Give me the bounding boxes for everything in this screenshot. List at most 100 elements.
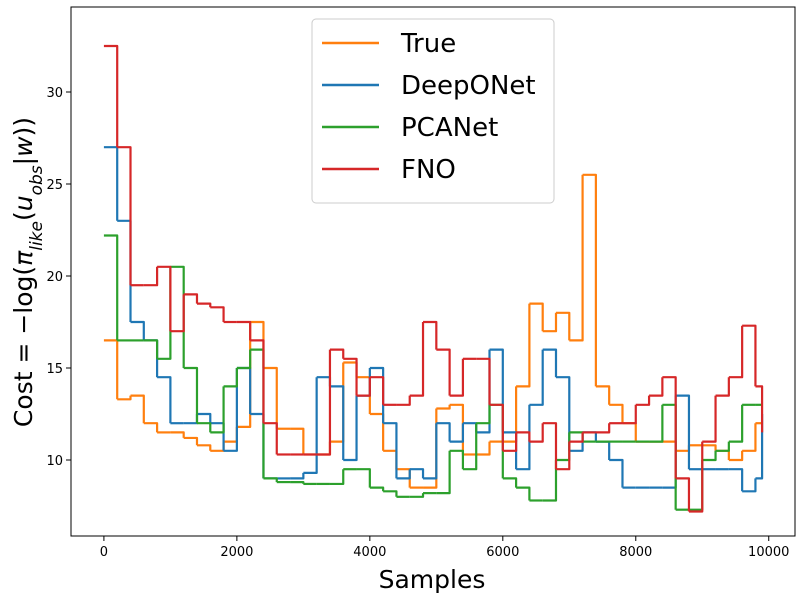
y-label-part: π [9, 250, 38, 266]
y-label-part: ( [9, 211, 38, 221]
series-step [117, 146, 132, 286]
x-tick-label: 6000 [486, 545, 519, 560]
series-step [290, 427, 305, 455]
series-step [449, 423, 465, 443]
series-step [369, 486, 385, 492]
series-step [396, 469, 411, 480]
series-step [595, 385, 611, 405]
series-step [157, 376, 172, 424]
y-label-part: like [27, 221, 47, 251]
series-step [449, 358, 465, 397]
series-step [143, 422, 159, 433]
series-step [675, 477, 691, 512]
series-step [103, 234, 119, 341]
series-step [702, 395, 717, 443]
series-step [476, 357, 491, 405]
series-step [290, 480, 305, 484]
series-step [183, 436, 199, 446]
series-step [542, 460, 558, 502]
y-label-part: )) [9, 117, 38, 137]
y-tick-label: 30 [46, 86, 63, 101]
series-step [675, 394, 691, 470]
series-step [196, 302, 212, 308]
series-step [383, 422, 398, 479]
series-step [595, 423, 611, 434]
series-step [516, 431, 531, 442]
y-label-part: obs [27, 165, 47, 195]
series-step [542, 348, 558, 378]
series-step [728, 404, 744, 443]
series-step [170, 431, 185, 438]
series-step [582, 173, 597, 387]
series-step [502, 477, 518, 488]
y-label-part: u [9, 195, 38, 211]
series-step [728, 468, 744, 492]
series-step [143, 266, 159, 287]
series-step [449, 449, 465, 470]
series-step [409, 322, 425, 397]
plot-frame [70, 6, 796, 537]
y-label-part: w [9, 136, 38, 157]
series-step [609, 403, 624, 424]
series-step [755, 414, 764, 480]
x-axis-label: Samples [379, 565, 486, 594]
series-step [183, 366, 199, 424]
series-step [423, 423, 438, 480]
x-tick-label: 10000 [748, 545, 789, 560]
series-step [170, 294, 185, 333]
series-step [236, 320, 252, 341]
legend-label: DeepONet [401, 71, 536, 101]
series-step [462, 423, 478, 471]
series-step [436, 422, 451, 442]
series-step [236, 349, 252, 370]
legend-label: FNO [401, 155, 456, 185]
series-step [555, 376, 571, 451]
series-step [250, 339, 265, 424]
series-step [702, 450, 717, 462]
series-step [130, 394, 145, 424]
y-tick-label: 20 [46, 270, 63, 285]
series-step [715, 377, 730, 397]
series-step [329, 469, 345, 486]
series-step [516, 486, 531, 501]
series-step [290, 472, 305, 480]
series-step [196, 412, 212, 424]
legend-box [311, 18, 555, 204]
series-step [742, 478, 757, 493]
x-tick-label: 8000 [619, 545, 652, 560]
series-step [436, 348, 451, 396]
series-step [755, 385, 764, 433]
y-label-part: Cost = −log( [9, 266, 38, 427]
x-tick-label: 0 [100, 545, 108, 560]
series-step [223, 368, 238, 452]
series-step [688, 441, 704, 513]
series-step [516, 404, 531, 471]
series-step [316, 349, 332, 456]
y-tick-label: 10 [46, 454, 63, 469]
series-step [396, 395, 411, 406]
series-step [210, 306, 225, 323]
series-step [622, 404, 637, 425]
series-step [103, 44, 119, 148]
series-step [263, 366, 278, 429]
series-step [170, 265, 185, 369]
series-step [196, 444, 212, 451]
series-step [715, 441, 730, 452]
series-step [742, 423, 757, 452]
series-step [117, 395, 132, 401]
series-step [436, 450, 451, 495]
series-step [130, 320, 145, 341]
series-step [476, 404, 491, 425]
series-step [742, 324, 757, 387]
series-step [343, 357, 358, 396]
series-step [529, 349, 544, 406]
series-step [210, 386, 225, 434]
series-step [409, 468, 425, 479]
series-step [196, 422, 212, 433]
y-label-part: | [9, 157, 38, 165]
series-step [555, 311, 571, 341]
series-step [383, 490, 398, 497]
series-step [183, 293, 199, 304]
plot-clip [103, 44, 764, 513]
series-step [649, 404, 664, 443]
